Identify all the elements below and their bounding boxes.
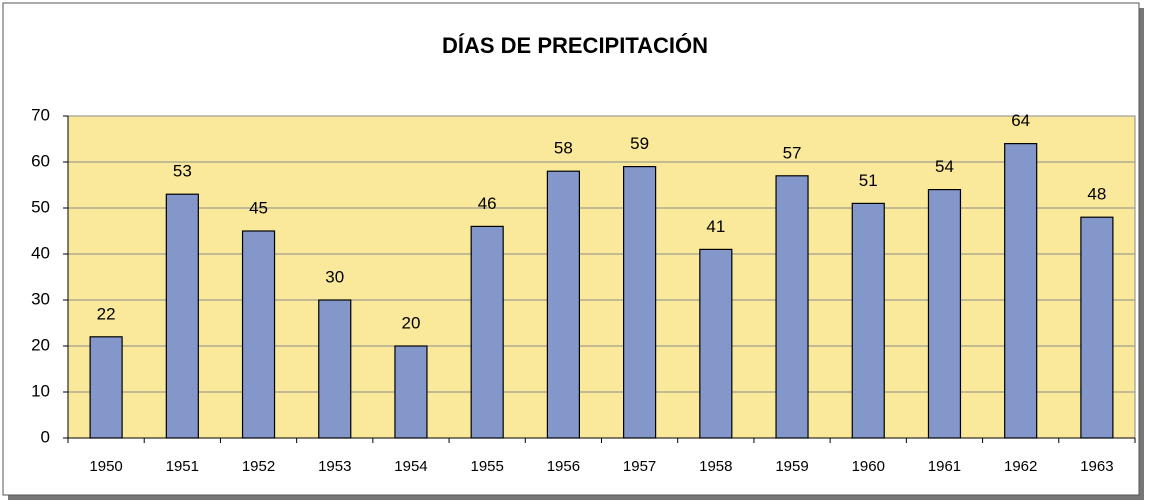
bar <box>699 248 733 439</box>
bar <box>89 336 123 439</box>
x-tick-label: 1955 <box>470 458 503 475</box>
bar <box>318 299 352 439</box>
x-tick-label: 1954 <box>394 458 427 475</box>
x-tick-label: 1963 <box>1080 458 1113 475</box>
bar <box>241 230 276 439</box>
bar <box>623 166 657 439</box>
bar <box>851 202 885 439</box>
y-tick-label: 30 <box>31 289 50 308</box>
data-label: 58 <box>554 139 573 158</box>
x-tick-label: 1953 <box>318 458 351 475</box>
x-tick-label: 1957 <box>623 458 656 475</box>
bar <box>1004 143 1038 439</box>
x-tick-label: 1962 <box>1004 458 1037 475</box>
x-tick-label: 1950 <box>89 458 122 475</box>
data-label: 45 <box>249 198 268 217</box>
x-tick-label: 1959 <box>775 458 808 475</box>
plot-area <box>67 115 1136 439</box>
bar <box>470 225 504 439</box>
data-label: 57 <box>783 143 802 162</box>
bar <box>927 189 962 439</box>
data-label: 48 <box>1087 185 1106 204</box>
x-tick-label: 1952 <box>242 458 275 475</box>
bar <box>546 170 580 439</box>
data-label: 41 <box>706 217 725 236</box>
bar <box>394 345 428 439</box>
data-label: 59 <box>630 134 649 153</box>
y-tick-label: 40 <box>31 243 50 262</box>
chart-title: DÍAS DE PRECIPITACIÓN <box>442 33 708 58</box>
bar <box>165 193 199 439</box>
data-label: 46 <box>478 194 497 213</box>
y-tick-label: 20 <box>31 335 50 354</box>
bar <box>775 175 809 439</box>
data-label: 30 <box>325 267 344 286</box>
x-tick-label: 1960 <box>852 458 885 475</box>
data-label: 51 <box>859 171 878 190</box>
x-tick-label: 1951 <box>166 458 199 475</box>
y-tick-label: 10 <box>31 381 50 400</box>
bar <box>1080 216 1114 439</box>
data-label: 22 <box>97 304 116 323</box>
data-label: 53 <box>173 162 192 181</box>
data-label: 54 <box>935 157 954 176</box>
data-label: 64 <box>1011 111 1030 130</box>
y-tick-label: 60 <box>31 151 50 170</box>
y-tick-label: 50 <box>31 197 50 216</box>
x-tick-label: 1956 <box>547 458 580 475</box>
data-label: 20 <box>402 313 421 332</box>
y-tick-label: 0 <box>41 427 50 446</box>
x-tick-label: 1958 <box>699 458 732 475</box>
x-tick-label: 1961 <box>928 458 961 475</box>
y-tick-label: 70 <box>31 105 50 124</box>
